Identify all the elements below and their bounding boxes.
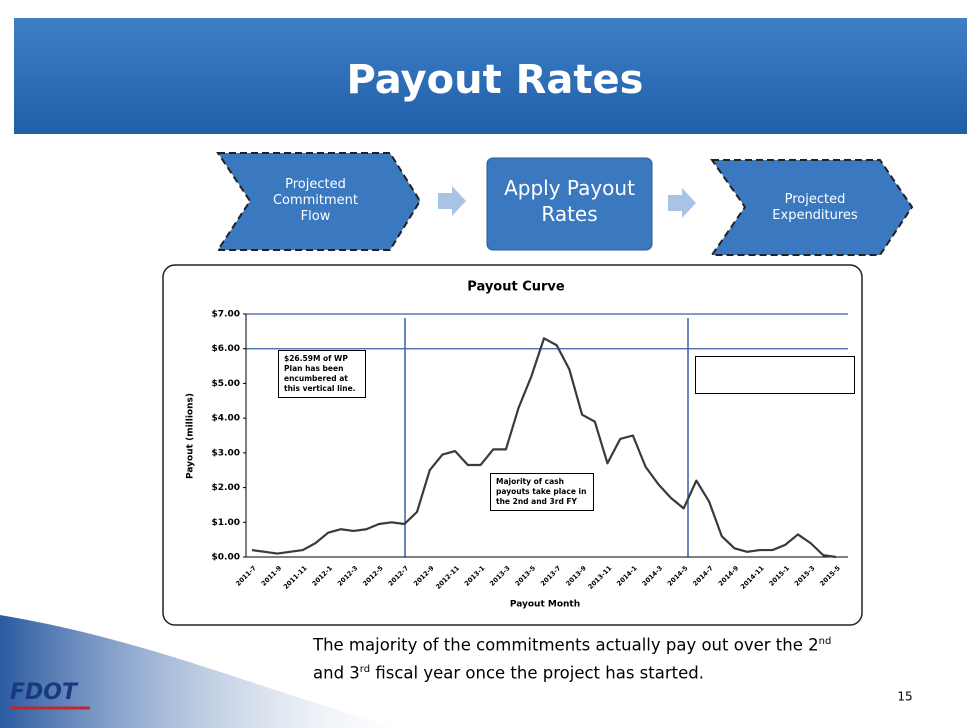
caption-sup: nd	[818, 636, 832, 647]
y-tick-label: $3.00	[212, 448, 240, 458]
caption-text: The majority of the commitments actually…	[313, 635, 809, 655]
y-tick-label: $7.00	[212, 310, 240, 320]
y-tick-label: $6.00	[212, 344, 240, 354]
y-axis-label: Payout (millions)	[186, 393, 196, 479]
page-number: 15	[897, 690, 912, 704]
caption-text: 3	[349, 663, 360, 682]
logo: FDOT	[10, 680, 79, 705]
swoosh	[0, 615, 400, 728]
y-tick-label: $4.00	[212, 414, 240, 424]
annotation: $26.59M of WP Plan has been encumbered a…	[278, 350, 366, 398]
flow-label: Apply Payout Rates	[504, 176, 635, 226]
flow-box	[486, 157, 653, 251]
legend	[695, 356, 855, 394]
flow-chevron	[710, 159, 914, 256]
caption-text: and	[313, 663, 350, 682]
caption-text: fiscal year once the project has started…	[370, 663, 704, 682]
series-line	[251, 337, 837, 559]
caption-text: 2	[808, 635, 819, 655]
title-banner	[14, 18, 967, 134]
y-tick-label: $1.00	[212, 518, 240, 528]
flow-label: Projected Commitment Flow	[272, 177, 359, 224]
y-tick-label: $5.00	[212, 379, 240, 389]
flow-arrow	[668, 188, 696, 218]
slide-title: Payout Rates	[347, 57, 644, 103]
x-axis-label: Payout Month	[510, 600, 580, 610]
caption: The majority of the commitments actually…	[313, 630, 853, 685]
chart: Payout Curve Payout Month Payout (millio…	[186, 280, 689, 610]
y-tick-label: $0.00	[212, 553, 240, 563]
caption-sup: rd	[359, 663, 371, 675]
chart-title: Payout Curve	[467, 280, 565, 295]
y-tick-label: $2.00	[212, 483, 240, 493]
flow-arrow	[438, 186, 466, 216]
flow-label: Projected Expenditures	[772, 192, 858, 223]
flow-chevron	[216, 152, 422, 251]
annotation: Majority of cash payouts take place in t…	[490, 473, 594, 511]
